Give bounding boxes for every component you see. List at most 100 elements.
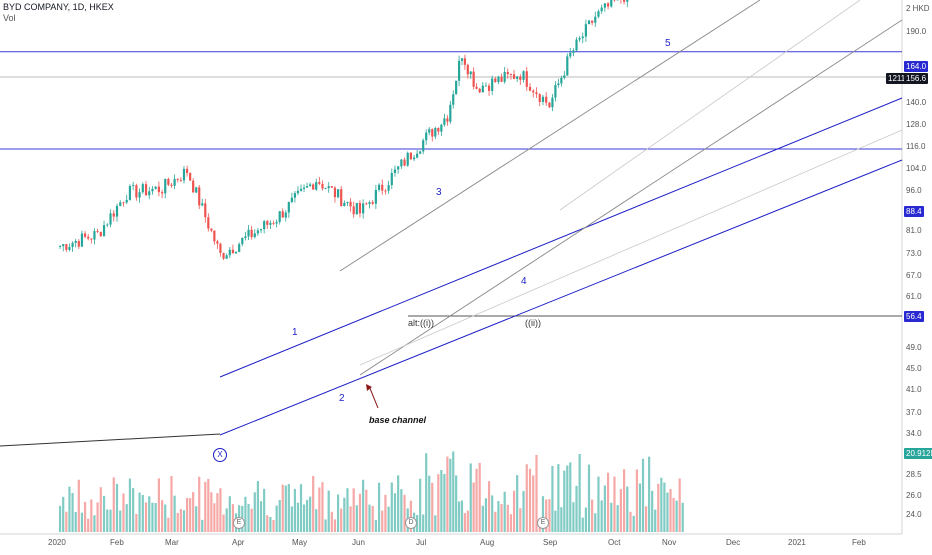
- candle-body: [210, 228, 212, 230]
- volume-bar: [458, 501, 460, 532]
- volume-bar: [294, 489, 296, 532]
- x-tick: Feb: [852, 538, 866, 547]
- volume-bar: [321, 482, 323, 532]
- candle-body: [132, 185, 134, 186]
- volume-bar: [434, 515, 436, 532]
- candle-body: [266, 221, 268, 225]
- volume-bar: [510, 514, 512, 532]
- candle-body: [272, 223, 274, 224]
- candle-body: [328, 186, 330, 188]
- volume-bar: [167, 518, 169, 532]
- volume-bar: [158, 478, 160, 532]
- x-tick: 2020: [48, 538, 66, 547]
- last-price-badge: 156.6: [904, 73, 928, 84]
- volume-bar: [343, 498, 345, 532]
- candle-body: [516, 77, 518, 79]
- volume-bar: [116, 484, 118, 532]
- candle-body: [428, 129, 430, 132]
- volume-bar: [198, 477, 200, 532]
- candle-body: [623, 0, 625, 2]
- candle-body: [161, 192, 163, 193]
- volume-bar: [604, 485, 606, 532]
- volume-bar: [59, 506, 61, 532]
- candle-body: [145, 184, 147, 195]
- channel-line: [360, 130, 902, 365]
- volume-bar: [113, 477, 115, 532]
- volume-bar: [254, 492, 256, 532]
- candle-body: [222, 253, 224, 259]
- candle-body: [321, 184, 323, 189]
- candle-body: [626, 0, 628, 2]
- candle-body: [343, 203, 345, 206]
- candle-body: [148, 191, 150, 195]
- volume-bar: [279, 500, 281, 532]
- candle-body: [324, 188, 326, 189]
- candle-body: [116, 206, 118, 217]
- y-tick: 73.0: [906, 249, 922, 258]
- candle-body: [122, 202, 124, 203]
- x-tick: Aug: [480, 538, 494, 547]
- wave-label-4: 4: [521, 276, 527, 287]
- candle-body: [170, 185, 172, 186]
- volume-bar: [119, 511, 121, 532]
- volume-bar: [563, 471, 565, 532]
- volume-bar: [306, 500, 308, 532]
- candle-body: [213, 231, 215, 242]
- volume-bar: [479, 463, 481, 532]
- volume-bar: [109, 510, 111, 532]
- candle-body: [560, 78, 562, 84]
- wave-ii-label: ((ii)): [525, 318, 541, 328]
- candle-body: [96, 231, 98, 232]
- earnings-marker[interactable]: E: [537, 517, 549, 529]
- volume-bar: [315, 509, 317, 532]
- y-tick: 26.0: [906, 491, 922, 500]
- dividend-marker[interactable]: D: [405, 517, 417, 529]
- volume-bar: [195, 506, 197, 532]
- candle-body: [497, 77, 499, 82]
- candle-body: [449, 105, 451, 122]
- volume-bar: [161, 500, 163, 532]
- candle-body: [359, 203, 361, 213]
- candle-body: [470, 72, 472, 75]
- candle-body: [388, 185, 390, 191]
- candle-body: [158, 187, 160, 193]
- volume-bar: [269, 517, 271, 532]
- candle-body: [87, 237, 89, 239]
- candle-body: [201, 203, 203, 205]
- candle-body: [461, 58, 463, 61]
- candle-body: [337, 189, 339, 197]
- candle-body: [482, 86, 484, 93]
- candle-body: [142, 184, 144, 192]
- y-tick: 116.0: [906, 142, 925, 151]
- volume-bar: [629, 512, 631, 532]
- candle-body: [103, 225, 105, 236]
- volume-bar: [368, 505, 370, 532]
- volume-bar: [340, 509, 342, 532]
- candle-body: [407, 153, 409, 166]
- volume-bar: [470, 463, 472, 532]
- earnings-marker[interactable]: E: [233, 517, 245, 529]
- volume-bar: [388, 507, 390, 532]
- candle-body: [362, 203, 364, 213]
- volume-bar: [216, 493, 218, 532]
- volume-bar: [500, 504, 502, 532]
- x-tick: Nov: [662, 538, 676, 547]
- volume-bar: [654, 510, 656, 532]
- volume-bar: [251, 509, 253, 532]
- candle-body: [229, 250, 231, 256]
- candle-body: [331, 186, 333, 188]
- candle-body: [303, 187, 305, 188]
- volume-bar: [151, 503, 153, 532]
- candle-body: [569, 53, 571, 57]
- volume-bar: [282, 485, 284, 532]
- candle-body: [312, 184, 314, 189]
- volume-bar: [372, 506, 374, 532]
- candle-body: [597, 11, 599, 16]
- x-tick: 2021: [788, 538, 806, 547]
- candle-body: [579, 38, 581, 39]
- candle-body: [410, 153, 412, 159]
- volume-bar: [62, 497, 64, 532]
- candle-body: [282, 211, 284, 217]
